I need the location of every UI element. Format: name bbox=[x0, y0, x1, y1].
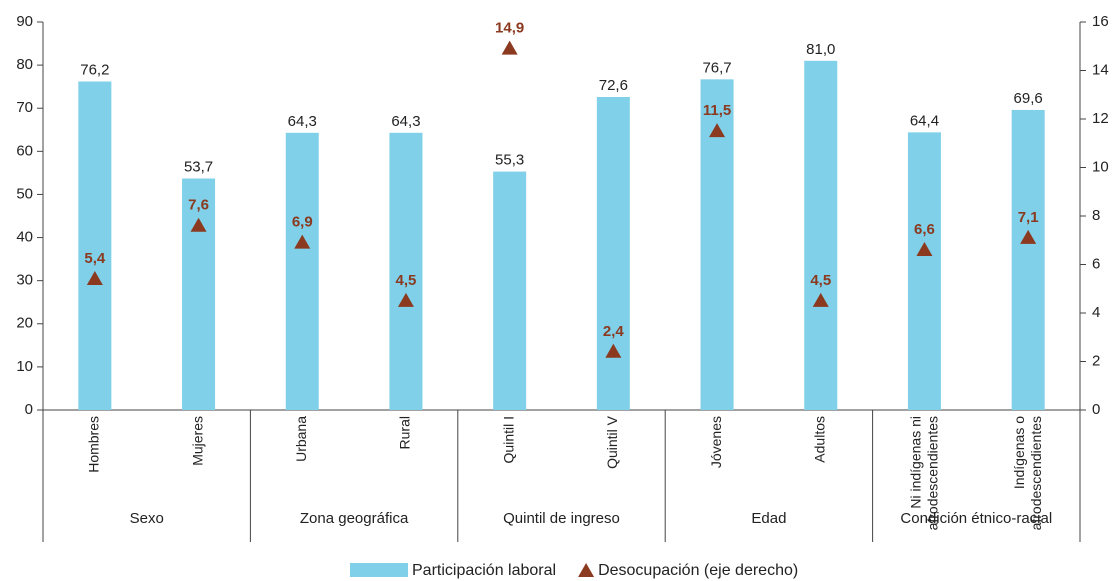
legend-label: Participación laboral bbox=[412, 562, 556, 579]
data-label: 55,3 bbox=[495, 152, 524, 169]
x-tick-label: Hombres bbox=[86, 416, 102, 473]
group-label: Edad bbox=[751, 510, 786, 527]
y-tick-label: 70 bbox=[16, 99, 33, 116]
x-tick-label: Rural bbox=[397, 416, 413, 449]
y2-tick-label: 14 bbox=[1092, 61, 1109, 78]
y2-tick-label: 2 bbox=[1092, 352, 1100, 369]
bar bbox=[389, 132, 423, 410]
group-label: Sexo bbox=[130, 510, 164, 527]
bar bbox=[182, 178, 216, 410]
data-label: 6,6 bbox=[914, 221, 935, 238]
x-tick-label: Ni indígenas niafrodescendientes bbox=[907, 416, 940, 530]
x-tick-label: Indígenas oafrodescendientes bbox=[1011, 416, 1044, 531]
marker bbox=[916, 241, 933, 256]
marker bbox=[397, 292, 414, 307]
data-label: 72,6 bbox=[599, 77, 628, 94]
y2-tick-label: 0 bbox=[1092, 401, 1100, 418]
x-tick-label: Urbana bbox=[293, 416, 309, 462]
y2-tick-label: 8 bbox=[1092, 207, 1100, 224]
x-tick-label: Mujeres bbox=[189, 416, 205, 466]
marker bbox=[190, 217, 207, 232]
bar bbox=[493, 171, 527, 410]
x-tick-label: Adultos bbox=[811, 416, 827, 463]
data-label: 69,6 bbox=[1014, 90, 1043, 107]
legend-marker bbox=[578, 563, 595, 577]
bar bbox=[1011, 109, 1045, 411]
marker bbox=[501, 40, 518, 55]
y-tick-label: 10 bbox=[16, 358, 33, 375]
data-label: 81,0 bbox=[806, 41, 835, 58]
y2-tick-label: 6 bbox=[1092, 255, 1100, 272]
bar bbox=[78, 81, 112, 410]
data-label: 5,4 bbox=[84, 250, 106, 267]
bar bbox=[804, 60, 838, 411]
group-label: Condición étnico-racial bbox=[900, 510, 1052, 527]
y-tick-label: 90 bbox=[16, 13, 33, 30]
group-label: Zona geográfica bbox=[300, 510, 409, 527]
bar bbox=[907, 132, 941, 410]
data-label: 64,4 bbox=[910, 112, 939, 129]
data-label: 76,2 bbox=[80, 61, 109, 78]
bar bbox=[285, 132, 319, 410]
y-tick-label: 20 bbox=[16, 315, 33, 332]
y2-tick-label: 16 bbox=[1092, 13, 1109, 30]
marker bbox=[86, 271, 103, 286]
data-label: 4,5 bbox=[396, 272, 417, 289]
y-tick-label: 30 bbox=[16, 272, 33, 289]
marker bbox=[294, 234, 311, 249]
y2-tick-label: 10 bbox=[1092, 158, 1109, 175]
group-label: Quintil de ingreso bbox=[503, 510, 620, 527]
data-label: 64,3 bbox=[391, 113, 420, 130]
data-label: 2,4 bbox=[603, 323, 625, 340]
marker bbox=[1020, 229, 1037, 244]
y-tick-label: 80 bbox=[16, 56, 33, 73]
data-label: 7,6 bbox=[188, 197, 209, 214]
data-label: 76,7 bbox=[702, 59, 731, 76]
data-label: 7,1 bbox=[1018, 209, 1039, 226]
data-label: 6,9 bbox=[292, 214, 313, 231]
x-tick-label: Jóvenes bbox=[708, 416, 724, 468]
y-tick-label: 0 bbox=[25, 401, 33, 418]
data-label: 53,7 bbox=[184, 158, 213, 175]
data-label: 4,5 bbox=[810, 272, 831, 289]
data-label: 11,5 bbox=[703, 102, 731, 119]
y-tick-label: 40 bbox=[16, 229, 33, 246]
marker bbox=[605, 343, 622, 358]
y2-tick-label: 12 bbox=[1092, 110, 1109, 127]
data-label: 14,9 bbox=[495, 20, 524, 37]
y2-tick-label: 4 bbox=[1092, 304, 1100, 321]
legend-label: Desocupación (eje derecho) bbox=[598, 562, 798, 579]
legend-swatch bbox=[350, 563, 408, 577]
x-tick-label: Quintil I bbox=[500, 416, 516, 463]
marker bbox=[812, 292, 829, 307]
y-tick-label: 60 bbox=[16, 142, 33, 159]
bar bbox=[596, 97, 630, 410]
data-label: 64,3 bbox=[288, 113, 317, 130]
x-tick-label: Quintil V bbox=[604, 415, 620, 469]
y-tick-label: 50 bbox=[16, 185, 33, 202]
marker bbox=[709, 123, 726, 138]
